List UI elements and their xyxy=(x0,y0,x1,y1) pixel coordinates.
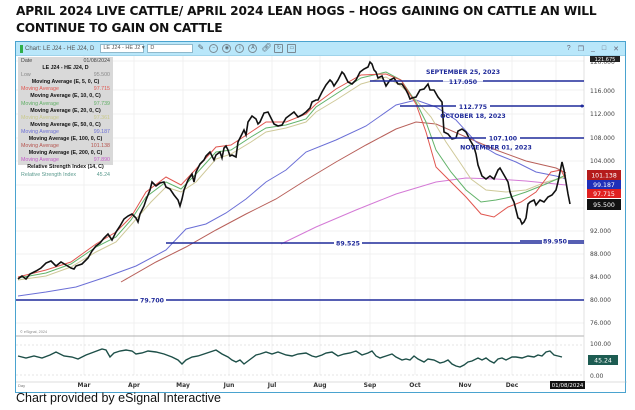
price-axis: 120.000 116.000 112.000 108.000 104.000 … xyxy=(590,59,615,327)
svg-text:120.000: 120.000 xyxy=(590,59,615,66)
svg-text:45.24: 45.24 xyxy=(594,358,612,365)
ema100-line xyxy=(120,121,567,283)
symbol-select[interactable]: LE J24 - HE J2 ▾ xyxy=(100,44,145,53)
comment-icon[interactable]: ▭ xyxy=(287,44,297,53)
chart-credit: Chart provided by eSignal Interactive xyxy=(16,391,221,405)
svg-text:108.000: 108.000 xyxy=(590,135,615,142)
data-window: Date 01/08/2024 LE J24 - HE J24, D Low 95.… xyxy=(18,57,113,178)
link-icon[interactable]: 🔗︎ xyxy=(261,43,272,52)
headline: APRIL 2024 LIVE CATTLE/ APRIL 2024 LEAN … xyxy=(16,4,597,35)
svg-text:95.500: 95.500 xyxy=(593,202,615,209)
svg-text:112.775: 112.775 xyxy=(459,104,487,111)
maximize-icon[interactable]: □ xyxy=(601,44,607,52)
ema50-line xyxy=(17,99,567,297)
max-price-tag xyxy=(590,56,620,62)
alert-icon[interactable]: A xyxy=(248,44,258,53)
support-resistance-lines[interactable] xyxy=(16,80,584,301)
chart-title: Chart: LE J24 - HE J24, D xyxy=(25,45,95,52)
ema5-line xyxy=(17,73,567,278)
minus-circle-icon[interactable]: − xyxy=(209,44,219,53)
svg-text:101.138: 101.138 xyxy=(591,173,617,180)
svg-text:76.000: 76.000 xyxy=(590,320,611,327)
svg-text:SEPTEMBER 25, 2023: SEPTEMBER 25, 2023 xyxy=(426,69,500,76)
svg-text:116.000: 116.000 xyxy=(590,88,615,95)
close-icon[interactable]: ✕ xyxy=(613,45,619,53)
svg-text:Nov: Nov xyxy=(458,382,471,389)
minimize-icon[interactable]: _ xyxy=(590,44,595,52)
price-line xyxy=(17,60,571,281)
svg-text:Mar: Mar xyxy=(78,382,91,389)
svg-text:88.000: 88.000 xyxy=(590,251,611,258)
current-date-tag xyxy=(550,381,585,389)
value-tags: 101.138 99.187 97.715 95.500 xyxy=(587,170,621,210)
svg-text:Jun: Jun xyxy=(223,382,235,389)
svg-text:Dec: Dec xyxy=(506,382,519,389)
chart-toolbar: Chart: LE J24 - HE J24, D LE J24 - HE J2… xyxy=(16,42,625,56)
rsi-axis: 100.00 0.00 xyxy=(590,341,611,380)
x-axis: Mar Apr May Jun Jul Aug Sep Oct Nov Dec xyxy=(78,382,519,389)
svg-text:84.000: 84.000 xyxy=(590,274,611,281)
interval-select[interactable]: D xyxy=(147,44,194,53)
pencil-icon[interactable]: ✎ xyxy=(197,43,205,52)
svg-text:89.525: 89.525 xyxy=(336,241,360,248)
svg-text:Sep: Sep xyxy=(364,382,377,389)
ema20-line xyxy=(17,76,567,281)
svg-text:100.00: 100.00 xyxy=(590,341,611,348)
svg-text:Aug: Aug xyxy=(313,382,326,389)
svg-text:117.050: 117.050 xyxy=(449,79,478,86)
link-color-icon[interactable] xyxy=(20,44,23,53)
annotation-labels: SEPTEMBER 25, 2023 117.050 112.775 OCTOB… xyxy=(138,69,568,305)
ema200-line xyxy=(280,177,567,245)
svg-text:May: May xyxy=(176,382,190,389)
rsi-value-tag xyxy=(588,355,618,365)
chart-window: Chart: LE J24 - HE J24, D LE J24 - HE J2… xyxy=(15,41,627,394)
chart-canvas[interactable]: SEPTEMBER 25, 2023 117.050 112.775 OCTOB… xyxy=(16,42,627,394)
restore-icon[interactable]: ❐ xyxy=(577,45,584,53)
svg-text:Apr: Apr xyxy=(128,382,140,389)
watermark: © eSignal, 2024 xyxy=(20,330,47,334)
svg-text:92.000: 92.000 xyxy=(590,228,611,235)
svg-text:97.715: 97.715 xyxy=(593,191,615,198)
svg-text:Oct: Oct xyxy=(409,382,421,389)
svg-text:80.000: 80.000 xyxy=(590,297,611,304)
svg-text:0.00: 0.00 xyxy=(590,373,604,380)
help-icon[interactable]: ? xyxy=(566,44,571,52)
svg-text:121.675: 121.675 xyxy=(595,57,616,63)
info-icon[interactable]: i xyxy=(235,44,245,53)
interval-label: Day xyxy=(18,383,25,388)
svg-text:NOVEMBER 01, 2023: NOVEMBER 01, 2023 xyxy=(460,145,532,152)
rsi-line xyxy=(17,348,563,368)
svg-text:99.187: 99.187 xyxy=(593,182,615,189)
svg-text:112.000: 112.000 xyxy=(590,111,615,118)
svg-text:104.000: 104.000 xyxy=(590,158,615,165)
svg-text:01/08/2024: 01/08/2024 xyxy=(552,383,584,389)
refresh-icon[interactable]: ↻ xyxy=(274,44,284,53)
svg-text:Jul: Jul xyxy=(267,382,277,389)
svg-text:OCTOBER 18, 2023: OCTOBER 18, 2023 xyxy=(440,113,505,120)
svg-text:107.100: 107.100 xyxy=(489,136,518,143)
svg-text:89.950: 89.950 xyxy=(543,239,568,246)
svg-text:79.700: 79.700 xyxy=(140,298,165,305)
record-icon[interactable]: ◉ xyxy=(222,44,232,53)
